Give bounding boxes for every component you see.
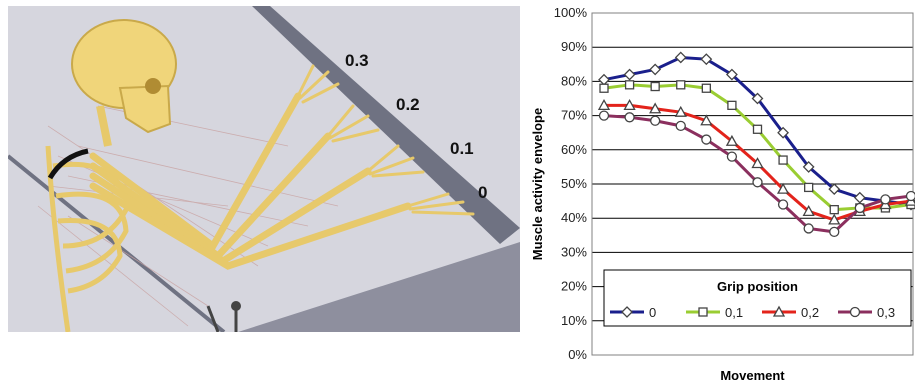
- legend-label-3: 0,3: [877, 305, 895, 320]
- grip-label-0.3: 0.3: [345, 51, 369, 70]
- y-tick-label: 70%: [561, 108, 587, 123]
- data-point: [779, 200, 788, 209]
- legend-label-1: 0,1: [725, 305, 743, 320]
- data-point: [804, 224, 813, 233]
- y-tick-label: 40%: [561, 210, 587, 225]
- data-point: [599, 75, 609, 85]
- data-point: [702, 84, 710, 92]
- data-point: [881, 195, 890, 204]
- data-point: [702, 135, 711, 144]
- y-tick-label: 50%: [561, 176, 587, 191]
- data-point: [727, 152, 736, 161]
- y-tick-label: 0%: [568, 347, 587, 362]
- data-point: [855, 193, 865, 203]
- data-point: [625, 113, 634, 122]
- y-tick-label: 10%: [561, 313, 587, 328]
- skeleton-illustration: 0.3 0.2 0.1 0: [8, 6, 520, 332]
- data-point: [754, 125, 762, 133]
- y-tick-label: 100%: [554, 5, 588, 20]
- data-point: [830, 206, 838, 214]
- data-point: [651, 116, 660, 125]
- data-point: [753, 178, 762, 187]
- data-point: [676, 52, 686, 62]
- grip-label-0.1: 0.1: [450, 139, 474, 158]
- chart-svg: 0% 10% 20% 30% 40% 50% 60% 70% 80% 90% 100% Muscle…: [522, 0, 915, 385]
- data-point: [626, 81, 634, 89]
- legend-label-2: 0,2: [801, 305, 819, 320]
- data-point: [650, 64, 660, 74]
- data-point: [728, 101, 736, 109]
- grip-label-0.2: 0.2: [396, 95, 420, 114]
- legend-marker-1: [699, 308, 707, 316]
- knob: [231, 301, 241, 311]
- y-tick-label: 30%: [561, 244, 587, 259]
- grip-label-0: 0: [478, 183, 487, 202]
- data-point: [676, 121, 685, 130]
- y-tick-label: 80%: [561, 73, 587, 88]
- data-point: [677, 81, 685, 89]
- y-tick-labels: 0% 10% 20% 30% 40% 50% 60% 70% 80% 90% 100%: [554, 5, 588, 362]
- legend-marker-3: [851, 308, 860, 317]
- y-tick-label: 90%: [561, 39, 587, 54]
- data-point: [779, 156, 787, 164]
- y-axis-title: Muscle activity envelope: [530, 108, 545, 260]
- data-point: [625, 70, 635, 80]
- series-layer: [599, 52, 915, 236]
- y-tick-label: 60%: [561, 142, 587, 157]
- legend-label-0: 0: [649, 305, 656, 320]
- legend-title: Grip position: [717, 279, 798, 294]
- y-tick-label: 20%: [561, 279, 587, 294]
- data-point: [907, 191, 915, 200]
- x-axis-title: Movement: [720, 368, 785, 383]
- data-point: [830, 227, 839, 236]
- legend: Grip position 0 0,1 0,2 0,3: [604, 270, 911, 326]
- data-point: [855, 203, 864, 212]
- skeleton-scene: 0.3 0.2 0.1 0: [8, 6, 520, 332]
- muscle-activity-chart: 0% 10% 20% 30% 40% 50% 60% 70% 80% 90% 100% Muscle…: [522, 0, 915, 385]
- data-point: [600, 111, 609, 120]
- data-point: [600, 84, 608, 92]
- data-point: [805, 183, 813, 191]
- data-point: [651, 83, 659, 91]
